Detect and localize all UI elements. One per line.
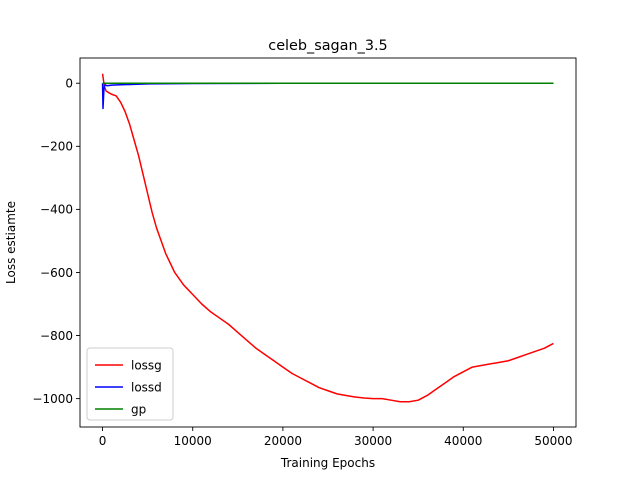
legend: lossg lossd gp — [86, 347, 174, 421]
chart-title: celeb_sagan_3.5 — [268, 38, 387, 54]
y-tick-label: −200 — [40, 140, 73, 154]
x-tick-label: 20000 — [264, 434, 302, 448]
legend-label-gp: gp — [131, 402, 146, 416]
x-axis: 0 10000 20000 30000 40000 50000 — [99, 427, 573, 448]
x-tick-label: 50000 — [534, 434, 572, 448]
y-tick-label: −600 — [40, 266, 73, 280]
series-line-lossg — [101, 73, 554, 403]
y-tick-label: −400 — [40, 203, 73, 217]
x-tick-label: 40000 — [444, 434, 482, 448]
x-tick-label: 0 — [99, 434, 107, 448]
y-axis: 0 −200 −400 −600 −800 −1000 — [32, 77, 80, 406]
y-axis-label: Loss estiamte — [4, 201, 18, 284]
y-tick-label: −1000 — [32, 392, 73, 406]
x-axis-label: Training Epochs — [280, 456, 375, 470]
legend-label-lossd: lossd — [131, 380, 162, 394]
plot-area — [101, 73, 554, 403]
y-tick-label: 0 — [65, 77, 73, 91]
y-tick-label: −800 — [40, 329, 73, 343]
x-tick-label: 30000 — [354, 434, 392, 448]
axes-frame — [79, 57, 577, 428]
legend-label-lossg: lossg — [131, 358, 162, 372]
x-tick-label: 10000 — [174, 434, 212, 448]
legend-box — [86, 347, 174, 421]
